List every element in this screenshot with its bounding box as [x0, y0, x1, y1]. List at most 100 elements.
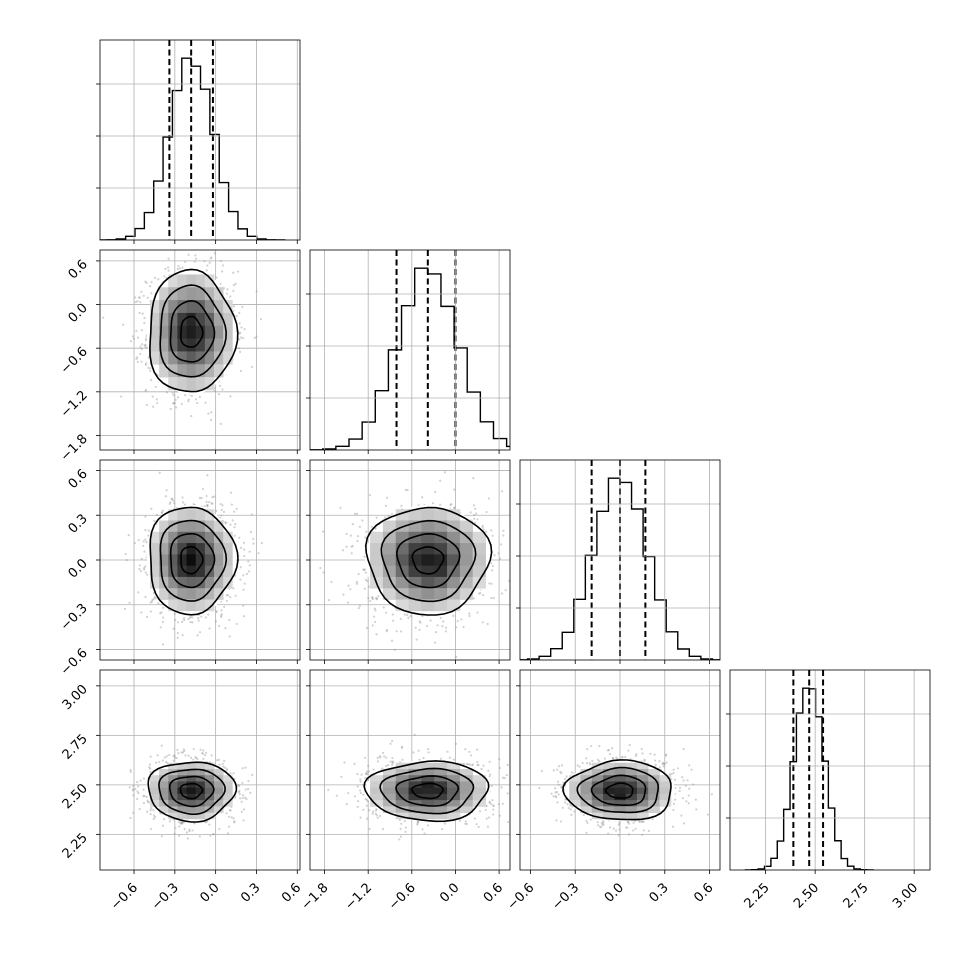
density-cell [421, 565, 435, 578]
sample-point [517, 559, 519, 561]
panel-frame [99, 39, 301, 241]
density-cell [177, 588, 187, 600]
sample-point [242, 541, 246, 544]
density-cell [177, 531, 187, 544]
sample-point [160, 511, 164, 514]
density-cell [195, 364, 206, 378]
sample-point [450, 503, 453, 506]
sample-point [133, 542, 137, 545]
sample-point [355, 512, 359, 515]
sample-point [181, 266, 184, 269]
sample-point [201, 752, 204, 755]
sample-point [476, 611, 479, 614]
density-cell [204, 599, 215, 612]
density-cell [177, 312, 187, 327]
histogram-panel-2 [516, 459, 721, 664]
sample-point [173, 502, 176, 505]
sample-point [195, 257, 198, 260]
sample-point [330, 580, 333, 584]
density-cell [168, 554, 178, 567]
sample-point [232, 772, 235, 775]
sample-point [460, 618, 463, 621]
sample-point [436, 624, 439, 627]
sample-point [155, 398, 158, 401]
density-cell [186, 599, 197, 612]
sample-point [134, 301, 137, 304]
panel-frame [99, 249, 301, 451]
density-cell [177, 565, 187, 578]
sample-point [221, 264, 225, 267]
density-cell [434, 599, 448, 612]
density-cell [472, 531, 486, 544]
sample-point [176, 631, 179, 635]
sample-point [252, 542, 255, 545]
density-cell [186, 274, 197, 288]
sample-point [228, 635, 231, 638]
density-cell [408, 509, 422, 521]
sample-point [358, 525, 361, 528]
sample-point [120, 395, 123, 398]
sample-point [140, 360, 143, 363]
sample-point [172, 627, 175, 630]
sample-point [234, 523, 237, 526]
sample-point [135, 357, 138, 360]
sample-point [174, 398, 177, 401]
sample-point [243, 328, 246, 331]
density-cell [195, 520, 206, 533]
sample-point [144, 565, 147, 568]
sample-point [493, 554, 496, 557]
density-cell [421, 520, 435, 533]
sample-point [143, 344, 146, 347]
sample-point [215, 276, 218, 279]
density-cell [408, 543, 422, 555]
scatter-panel-2-1 [306, 459, 519, 664]
density-cell [186, 543, 197, 555]
sample-point [208, 823, 211, 826]
sample-point [345, 532, 348, 536]
density-cell [459, 565, 474, 578]
sample-point [240, 326, 243, 329]
sample-point [239, 369, 243, 373]
density-cell [223, 338, 233, 352]
density-cell [421, 588, 435, 600]
sample-point [473, 514, 476, 517]
sample-point [242, 604, 245, 607]
sample-point [139, 301, 142, 304]
sample-point [255, 335, 258, 338]
sample-point [219, 259, 223, 263]
density-cell [150, 300, 160, 314]
density-cell [447, 531, 461, 544]
sample-point [182, 617, 186, 620]
sample-point [382, 606, 385, 609]
sample-point [232, 271, 235, 274]
sample-point [243, 554, 246, 558]
sample-point [146, 799, 149, 802]
sample-point [147, 529, 150, 532]
density-cell [159, 364, 169, 378]
sample-point [210, 411, 213, 414]
sample-point [238, 536, 241, 539]
density-cell [370, 543, 384, 555]
x-tick-label: 2.75 [841, 880, 872, 911]
sample-point [147, 356, 150, 359]
sample-point [361, 519, 364, 522]
sample-point [244, 796, 247, 799]
sample-point [143, 550, 146, 553]
sample-point [150, 600, 154, 603]
sample-point [142, 294, 145, 297]
scatter-panel-1-0: −1.8−1.2−0.60.00.6 [58, 249, 301, 465]
density-cell [186, 377, 197, 391]
contour-level-1 [169, 299, 216, 363]
sample-point [363, 568, 366, 571]
density-cell [186, 531, 197, 544]
sample-point [358, 604, 361, 607]
sample-point [152, 597, 155, 601]
sample-point [243, 582, 246, 585]
sample-point [172, 402, 175, 405]
sample-point [137, 538, 140, 542]
sample-point [453, 506, 456, 509]
density-cell [395, 531, 409, 544]
sample-point [500, 490, 504, 493]
sample-point [482, 528, 485, 531]
density-cell [434, 509, 448, 521]
